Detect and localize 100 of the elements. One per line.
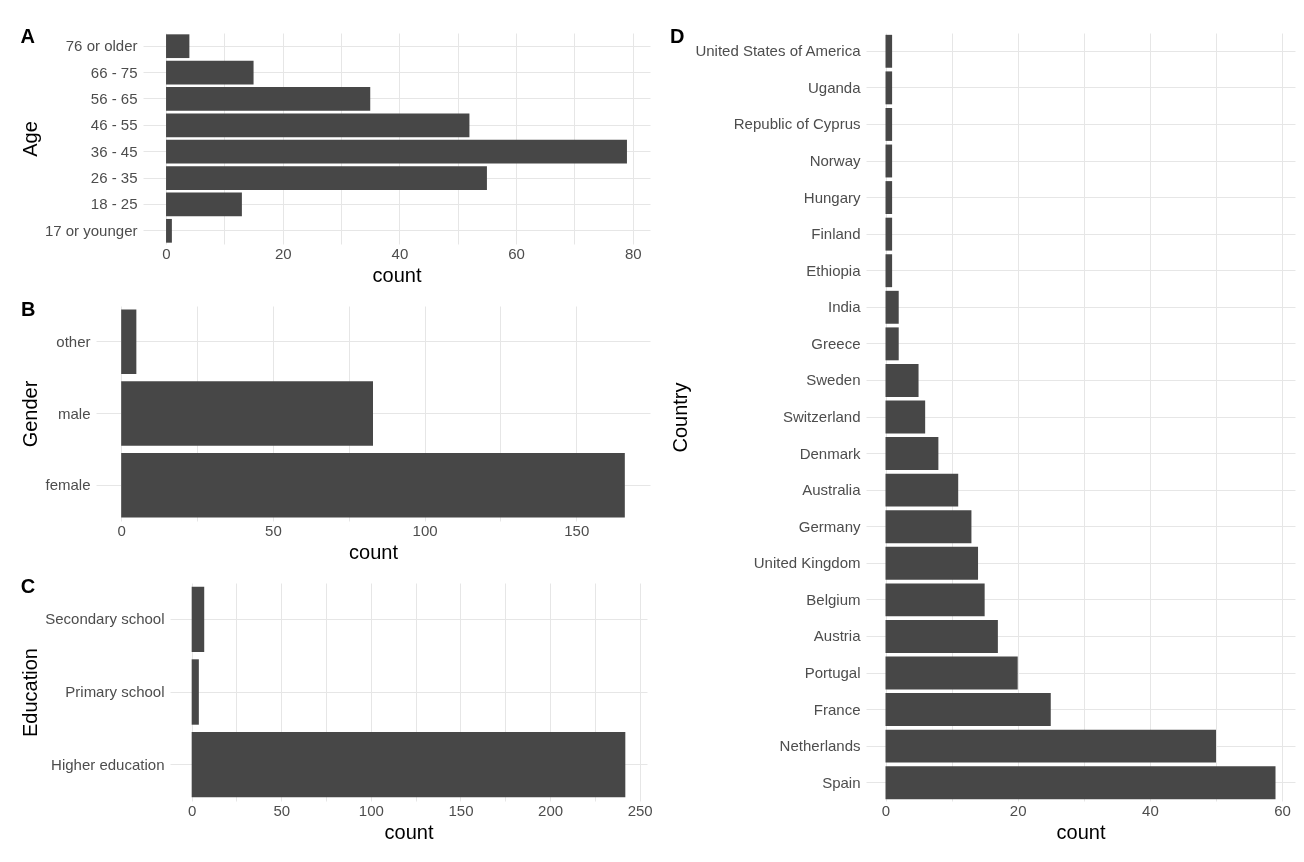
chart-title: B	[20, 298, 36, 320]
bar	[885, 766, 1276, 800]
bar	[121, 309, 137, 375]
y-axis-title: Age	[18, 121, 41, 157]
y-tick-label: Norway	[809, 152, 861, 169]
bar	[885, 583, 985, 617]
bar	[191, 659, 199, 725]
y-tick-label: Australia	[802, 481, 862, 499]
y-tick-label: Higher education	[51, 755, 165, 773]
x-tick-label: 20	[274, 244, 292, 262]
y-tick-label: female	[45, 476, 91, 494]
x-axis-title: count	[1056, 820, 1106, 843]
bar	[885, 693, 1051, 727]
y-tick-label: Uganda	[807, 78, 862, 96]
bar	[885, 619, 998, 653]
bar	[885, 400, 926, 434]
y-tick-label: India	[827, 298, 862, 316]
bar	[166, 60, 254, 85]
y-tick-label: 26 - 35	[90, 169, 138, 187]
x-tick-label: 100	[358, 801, 384, 819]
bar	[166, 166, 487, 190]
y-tick-label: 46 - 55	[90, 116, 138, 134]
chart-title: C	[20, 575, 36, 597]
chart-title: A	[20, 25, 35, 47]
bar	[166, 34, 190, 59]
bar	[166, 139, 627, 164]
x-tick-label: 50	[265, 521, 282, 539]
x-tick-label: 0	[117, 521, 126, 539]
y-axis-title: Gender	[19, 380, 42, 448]
y-tick-label: other	[56, 332, 91, 350]
text: D	[670, 25, 685, 47]
y-tick-label: Sweden	[806, 371, 861, 389]
y-tick-label: Hungary	[803, 188, 861, 206]
x-tick-label: 60	[508, 244, 525, 262]
bar	[191, 731, 626, 798]
y-tick-label: Denmark	[799, 444, 861, 462]
x-axis-title: count	[349, 540, 399, 563]
y-tick-label: male	[57, 404, 91, 422]
bar	[885, 729, 1217, 763]
x-axis-title: count	[384, 820, 434, 843]
x-tick-label: 80	[624, 244, 642, 262]
y-tick-label: Portugal	[804, 664, 861, 681]
x-tick-label: 250	[627, 801, 653, 819]
bar	[885, 71, 893, 105]
bar	[885, 510, 972, 544]
y-tick-label: Greece	[811, 334, 861, 352]
bar	[885, 546, 979, 580]
x-tick-label: 150	[448, 801, 474, 819]
y-tick-label: Austria	[813, 627, 862, 645]
y-tick-label: Belgium	[806, 590, 861, 608]
y-tick-label: 66 - 75	[90, 63, 138, 81]
bar	[885, 363, 919, 397]
x-tick-label: 20	[1009, 801, 1027, 819]
bar	[885, 217, 893, 251]
x-tick-label: 50	[273, 801, 291, 819]
y-tick-label: 76 or older	[65, 37, 138, 55]
y-tick-label: Switzerland	[782, 408, 861, 425]
x-tick-label: 0	[881, 801, 891, 819]
x-tick-label: 0	[162, 244, 171, 262]
x-tick-label: 200	[538, 801, 564, 819]
bar	[885, 656, 1018, 690]
bar	[166, 218, 172, 243]
bar	[191, 586, 205, 653]
bar	[885, 181, 893, 215]
bar	[166, 87, 371, 111]
x-tick-label: 60	[1274, 801, 1291, 819]
bar	[121, 452, 625, 518]
x-axis-title: count	[372, 263, 422, 286]
y-tick-label: 18 - 25	[90, 195, 138, 213]
y-tick-label: Germany	[798, 517, 861, 535]
x-tick-label: 150	[564, 521, 590, 539]
bar	[885, 437, 939, 471]
y-axis-title: Country	[668, 382, 691, 453]
y-tick-label: Netherlands	[779, 737, 861, 755]
x-tick-label: 0	[188, 801, 197, 819]
y-tick-label: Republic of Cyprus	[733, 115, 861, 133]
bar	[121, 381, 373, 446]
x-tick-label: 40	[391, 244, 409, 262]
y-tick-label: 36 - 45	[90, 142, 138, 160]
x-tick-label: 40	[1142, 801, 1159, 819]
bar	[885, 290, 899, 324]
y-tick-label: 17 or younger	[44, 221, 138, 239]
x-tick-label: 100	[412, 521, 438, 539]
y-tick-label: United States of America	[695, 42, 862, 60]
bar	[885, 327, 899, 361]
bar	[885, 254, 893, 288]
bar	[166, 192, 242, 217]
bar	[885, 107, 893, 141]
bar	[885, 34, 893, 68]
y-tick-label: Ethiopia	[806, 261, 862, 279]
y-tick-label: Spain	[822, 773, 861, 791]
y-tick-label: Primary school	[65, 683, 165, 700]
y-tick-label: Secondary school	[45, 610, 165, 628]
y-tick-label: France	[813, 700, 861, 718]
y-tick-label: Finland	[811, 225, 861, 243]
bar	[166, 113, 470, 138]
y-tick-label: 56 - 65	[90, 89, 138, 107]
y-tick-label: United Kingdom	[753, 554, 861, 572]
y-axis-title: Education	[19, 648, 42, 737]
bar	[885, 473, 959, 507]
